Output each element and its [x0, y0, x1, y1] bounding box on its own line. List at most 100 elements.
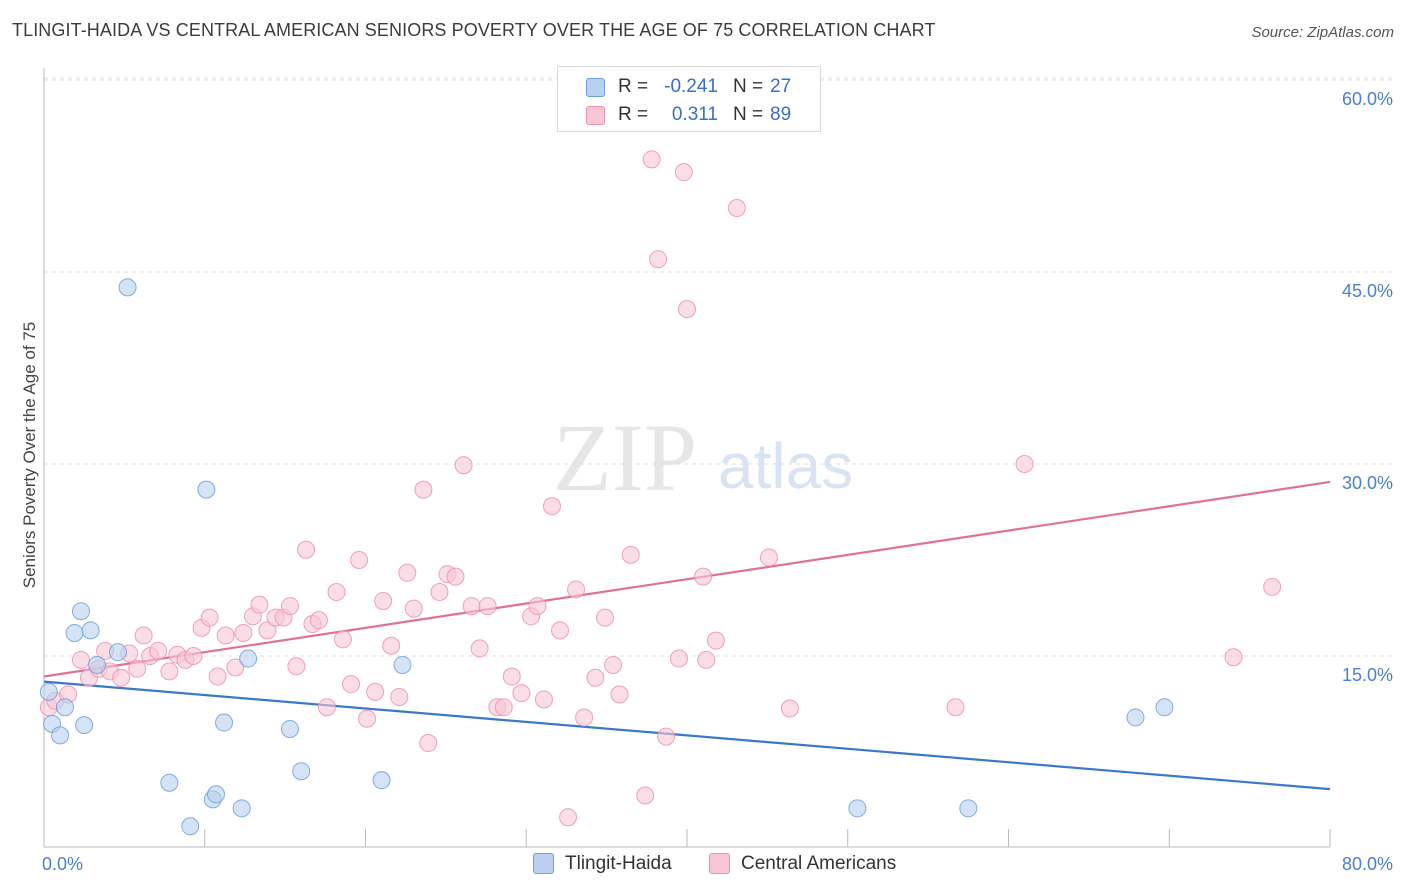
grid-lines: [44, 77, 1395, 657]
point-central-americans: [446, 567, 465, 586]
point-central-americans: [350, 551, 369, 569]
point-central-americans: [694, 567, 713, 586]
point-central-americans: [226, 658, 245, 677]
point-tlingit-haida: [118, 278, 137, 297]
point-central-americans: [333, 630, 352, 649]
bottom-legend-label: Central Americans: [741, 853, 897, 874]
legend-r-value: -0.241: [664, 76, 718, 97]
point-tlingit-haida: [108, 643, 127, 662]
point-central-americans: [234, 623, 253, 642]
point-central-americans: [342, 675, 361, 694]
trendline-tlingit-haida: [43, 680, 1331, 791]
point-tlingit-haida: [280, 719, 299, 738]
point-tlingit-haida: [75, 716, 94, 735]
x-tick-label-min: 0.0%: [42, 854, 83, 874]
point-central-americans: [706, 631, 725, 650]
point-central-americans: [430, 583, 449, 601]
point-tlingit-haida: [71, 602, 90, 621]
legend-r-value: 0.311: [671, 104, 718, 125]
watermark-atlas: atlas: [718, 430, 853, 502]
point-central-americans: [636, 786, 655, 805]
point-central-americans: [160, 662, 179, 681]
point-central-americans: [382, 636, 401, 655]
point-central-americans: [697, 650, 716, 669]
point-central-americans: [946, 698, 965, 717]
point-central-americans: [528, 597, 547, 616]
legend-row-tlingit-haida: R = -0.241 N = 27: [558, 73, 820, 101]
point-tlingit-haida: [55, 698, 74, 717]
point-central-americans: [280, 597, 299, 616]
point-central-americans: [419, 734, 438, 753]
point-tlingit-haida: [65, 623, 84, 642]
watermark-zip: ZIP: [553, 404, 697, 511]
bottom-legend-swatch-pink: [709, 853, 730, 874]
data-points: [39, 150, 1282, 836]
y-axis-label: Seniors Poverty Over the Age of 75: [20, 322, 39, 588]
point-central-americans: [642, 150, 661, 169]
point-tlingit-haida: [88, 655, 107, 674]
point-central-americans: [727, 199, 746, 217]
point-tlingit-haida: [372, 771, 391, 790]
point-central-americans: [586, 668, 605, 687]
point-tlingit-haida: [51, 726, 70, 745]
point-central-americans: [669, 649, 688, 668]
legend-swatch-pink: [586, 106, 605, 125]
point-central-americans: [1263, 577, 1282, 596]
point-central-americans: [478, 597, 497, 616]
bottom-legend-label: Tlingit-Haida: [565, 853, 672, 874]
point-central-americans: [494, 698, 513, 717]
point-tlingit-haida: [239, 649, 258, 668]
point-tlingit-haida: [39, 682, 58, 701]
legend-r-label: R =: [618, 104, 649, 125]
point-central-americans: [374, 591, 393, 610]
point-central-americans: [414, 480, 433, 499]
y-tick-label: 15.0%: [1342, 665, 1393, 685]
point-tlingit-haida: [1126, 708, 1145, 727]
point-central-americans: [551, 621, 570, 640]
point-central-americans: [462, 597, 481, 616]
point-central-americans: [112, 668, 131, 687]
point-tlingit-haida: [232, 799, 251, 818]
source-label: Source: ZipAtlas.com: [1251, 24, 1394, 41]
y-tick-label: 45.0%: [1342, 281, 1393, 301]
point-central-americans: [327, 583, 346, 601]
legend: R = -0.241 N = 27 R = 0.311 N = 89: [557, 66, 821, 132]
point-tlingit-haida: [959, 799, 978, 818]
point-central-americans: [1224, 648, 1243, 667]
watermark: ZIP atlas: [553, 404, 853, 511]
point-central-americans: [398, 563, 417, 582]
legend-swatch-blue: [586, 78, 605, 97]
point-tlingit-haida: [181, 817, 200, 836]
chart-title: TLINGIT-HAIDA VS CENTRAL AMERICAN SENIOR…: [12, 20, 936, 40]
point-central-americans: [512, 684, 531, 703]
point-central-americans: [309, 611, 328, 630]
point-central-americans: [759, 548, 778, 567]
point-central-americans: [678, 300, 696, 319]
point-central-americans: [184, 647, 203, 665]
legend-row-central-americans: R = 0.311 N = 89: [558, 101, 820, 129]
point-central-americans: [250, 595, 269, 614]
point-tlingit-haida: [81, 621, 100, 640]
point-central-americans: [404, 599, 423, 618]
point-central-americans: [149, 641, 168, 660]
point-central-americans: [366, 682, 385, 701]
point-central-americans: [502, 667, 521, 686]
trendlines: [43, 480, 1331, 791]
point-tlingit-haida: [215, 713, 234, 732]
point-central-americans: [534, 690, 553, 709]
point-central-americans: [604, 655, 623, 674]
legend-n-value: 89: [770, 104, 792, 125]
point-central-americans: [454, 456, 473, 475]
point-central-americans: [596, 608, 615, 627]
point-central-americans: [780, 699, 799, 718]
point-central-americans: [216, 626, 235, 645]
point-central-americans: [287, 657, 306, 676]
legend-n-label: N =: [733, 104, 764, 125]
point-tlingit-haida: [207, 785, 226, 804]
point-tlingit-haida: [848, 799, 867, 818]
point-central-americans: [258, 621, 277, 640]
point-central-americans: [200, 608, 219, 627]
point-tlingit-haida: [197, 480, 216, 499]
point-central-americans: [567, 580, 586, 599]
